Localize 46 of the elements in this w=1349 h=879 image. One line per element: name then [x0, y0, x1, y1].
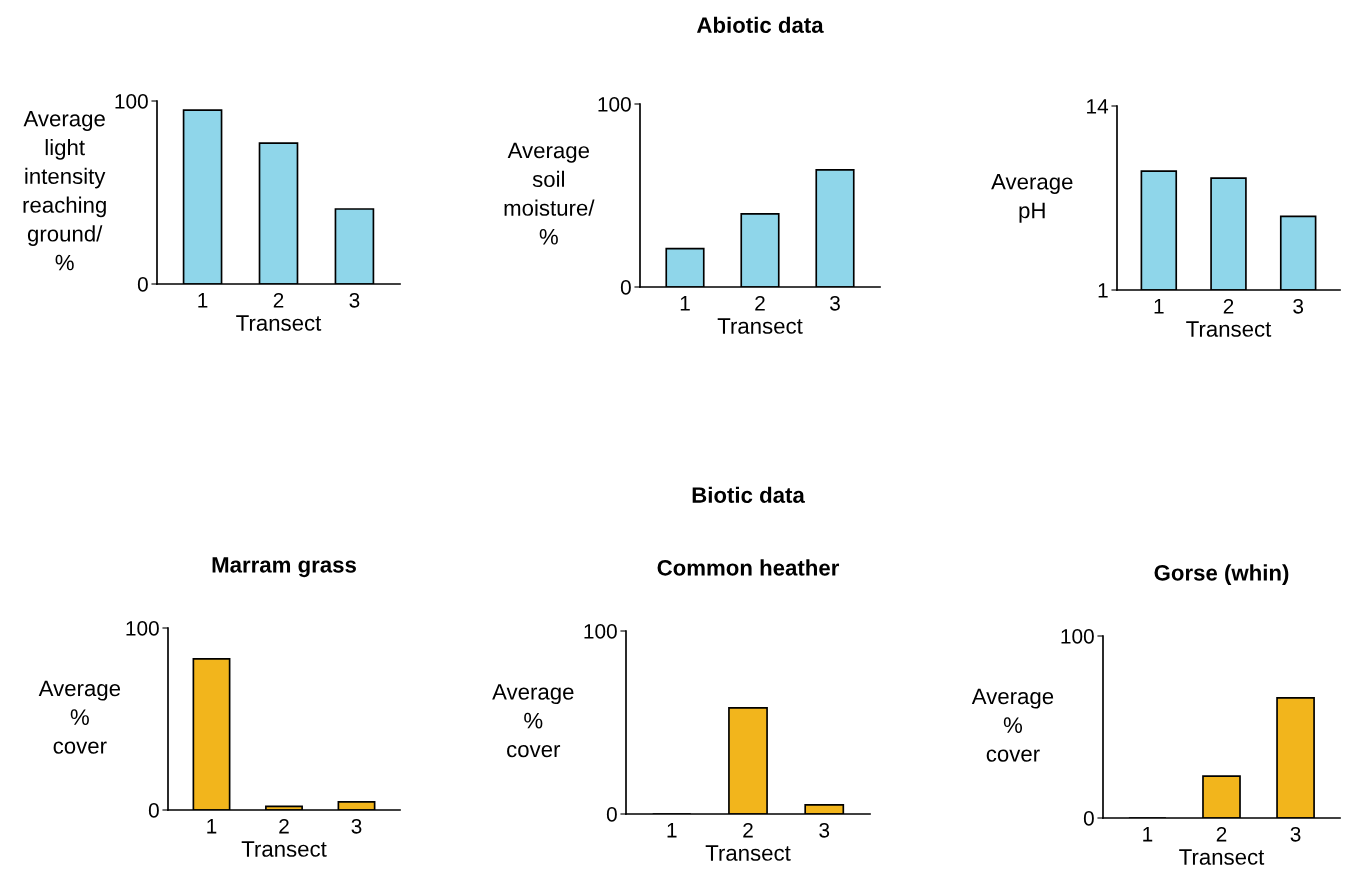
x-tick-label: 1: [207, 819, 217, 834]
y-axis-title: Average % cover: [492, 684, 574, 758]
y-axis-title: Average % cover: [38, 680, 121, 754]
x-axis-title: Transect: [1186, 321, 1272, 337]
x-tick-label: 3: [1293, 298, 1304, 314]
y-tick-label: 0: [606, 807, 617, 822]
x-axis-title: Transect: [705, 845, 791, 861]
y-tick-label: 14: [1087, 99, 1109, 114]
x-tick-label: 2: [1223, 298, 1234, 314]
y-tick-label: 0: [137, 277, 148, 292]
y-tick-label: 0: [148, 803, 159, 818]
x-tick-label: 2: [273, 292, 284, 308]
x-tick-label: 2: [279, 818, 289, 834]
x-tick-label: 1: [680, 296, 690, 311]
y-tick-label: 100: [126, 621, 159, 636]
x-axis-title: Transect: [717, 318, 803, 334]
y-tick-label: 100: [598, 97, 631, 112]
x-axis-title: Transect: [1179, 849, 1265, 865]
y-tick-label: 0: [620, 280, 631, 295]
chart-title: Marram grass: [212, 557, 356, 578]
y-axis-title: Average soil moisture/ %: [504, 142, 595, 245]
x-axis-title: Transect: [236, 315, 322, 331]
y-tick-label: 100: [1061, 629, 1094, 644]
y-axis-title: Average % cover: [971, 688, 1054, 762]
x-tick-label: 1: [198, 293, 208, 308]
chart-title: Common heather: [657, 559, 840, 576]
text: Biotic data: [692, 486, 805, 503]
x-tick-label: 3: [349, 292, 360, 308]
y-axis-title: Average pH: [991, 174, 1073, 223]
y-tick-label: 0: [1083, 811, 1094, 826]
x-tick-label: 3: [830, 295, 840, 311]
x-tick-label: 1: [1154, 299, 1164, 314]
y-tick-label: 100: [584, 624, 617, 639]
x-tick-label: 2: [755, 295, 765, 311]
x-tick-label: 3: [819, 822, 830, 838]
x-tick-label: 3: [351, 818, 362, 834]
x-tick-label: 1: [667, 823, 677, 838]
text: Abiotic data: [696, 16, 824, 33]
y-tick-label: 100: [115, 94, 148, 109]
y-axis-title: Average light intensity reaching ground/ %: [23, 111, 106, 271]
x-tick-label: 1: [1143, 827, 1153, 842]
chart-title: Gorse (whin): [1154, 564, 1289, 586]
x-axis-title: Transect: [241, 841, 327, 857]
x-tick-label: 2: [743, 822, 753, 838]
x-tick-label: 2: [1216, 826, 1227, 842]
x-tick-label: 3: [1290, 826, 1301, 842]
